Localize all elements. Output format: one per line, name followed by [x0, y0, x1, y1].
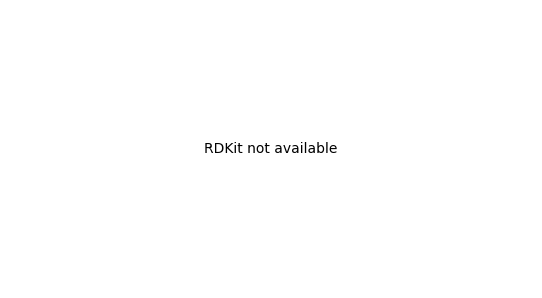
Text: RDKit not available: RDKit not available — [204, 142, 338, 156]
